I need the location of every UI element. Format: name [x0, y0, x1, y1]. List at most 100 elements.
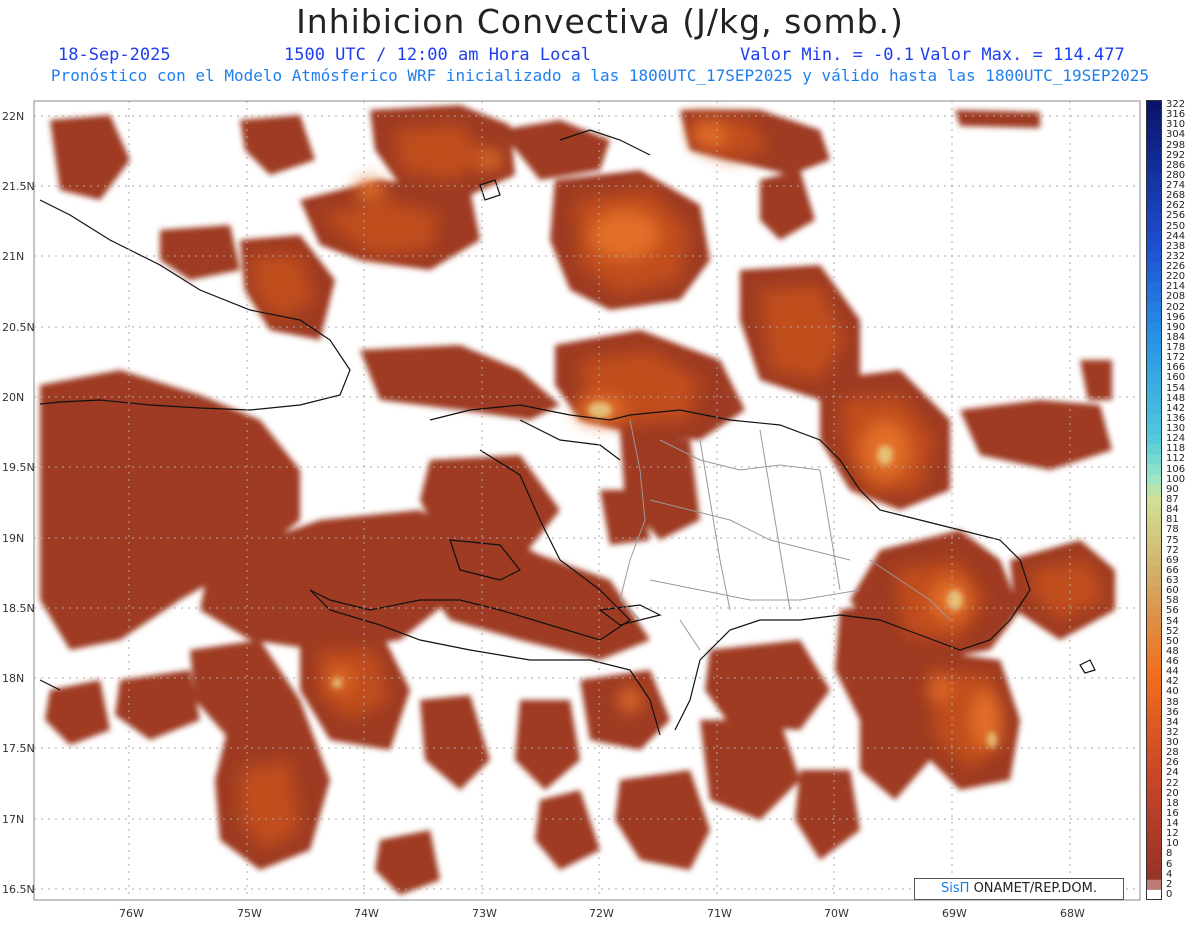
- colorbar-label: 256: [1166, 210, 1186, 222]
- colorbar-label: 190: [1166, 321, 1186, 333]
- colorbar-swatch: [1146, 140, 1162, 152]
- colorbar-swatch: [1146, 464, 1162, 476]
- colorbar-swatch: [1146, 535, 1162, 547]
- colorbar-swatch: [1146, 748, 1162, 759]
- colorbar-swatch: [1146, 272, 1162, 283]
- colorbar-swatch: [1146, 606, 1162, 617]
- colorbar: [1146, 100, 1162, 900]
- colorbar-label: 78: [1166, 524, 1179, 536]
- colorbar-swatch: [1146, 160, 1162, 172]
- colorbar-swatch: [1146, 778, 1162, 790]
- colorbar-swatch: [1146, 100, 1162, 111]
- colorbar-swatch: [1146, 130, 1162, 142]
- colorbar-swatch: [1146, 292, 1162, 304]
- colorbar-swatch: [1146, 697, 1162, 709]
- colorbar-label: 322: [1166, 99, 1186, 111]
- colorbar-swatch: [1146, 788, 1162, 800]
- lat-label: 16.5N: [2, 883, 35, 896]
- colorbar-label: 63: [1166, 575, 1179, 586]
- colorbar-label: 4: [1166, 868, 1173, 880]
- colorbar-label: 178: [1166, 342, 1186, 354]
- colorbar-swatch: [1146, 150, 1162, 162]
- colorbar-label: 87: [1166, 494, 1179, 505]
- lon-label: 73W: [472, 907, 497, 920]
- colorbar-label: 298: [1166, 139, 1186, 151]
- colorbar-label: 40: [1166, 686, 1179, 698]
- colorbar-swatch: [1146, 808, 1162, 820]
- lat-label: 18N: [2, 672, 25, 685]
- colorbar-label: 250: [1166, 220, 1186, 232]
- lon-label: 75W: [237, 907, 262, 920]
- lon-label: 71W: [707, 907, 732, 920]
- colorbar-label: 100: [1166, 473, 1186, 485]
- colorbar-label: 292: [1166, 149, 1186, 161]
- colorbar-label: 22: [1166, 777, 1179, 789]
- colorbar-swatch: [1146, 211, 1162, 223]
- colorbar-label: 30: [1166, 737, 1179, 749]
- colorbar-label: 10: [1166, 838, 1179, 850]
- colorbar-swatch: [1146, 818, 1162, 830]
- colorbar-label: 124: [1166, 433, 1186, 445]
- colorbar-label: 36: [1166, 706, 1179, 718]
- colorbar-label: 56: [1166, 605, 1179, 617]
- lon-label: 69W: [942, 907, 967, 920]
- colorbar-label: 48: [1166, 645, 1179, 657]
- province-borders: [619, 419, 951, 651]
- colorbar-label: 26: [1166, 757, 1179, 769]
- lat-label: 20.5N: [2, 321, 35, 334]
- map-title: Inhibicion Convectiva (J/kg, somb.): [296, 2, 904, 41]
- colorbar-swatch: [1146, 727, 1162, 739]
- grid-lines: [34, 101, 1140, 900]
- colorbar-label: 280: [1166, 169, 1186, 181]
- colorbar-label: 184: [1166, 331, 1186, 343]
- colorbar-swatch: [1146, 413, 1162, 425]
- colorbar-label: 66: [1166, 564, 1179, 576]
- cin-field-peak: [332, 402, 997, 748]
- colorbar-label: 75: [1166, 534, 1179, 546]
- colorbar-label: 130: [1166, 423, 1186, 435]
- colorbar-swatch: [1146, 626, 1162, 638]
- colorbar-label: 90: [1166, 483, 1179, 495]
- colorbar-label: 16: [1166, 807, 1179, 819]
- colorbar-label: 46: [1166, 656, 1179, 668]
- colorbar-swatch: [1146, 434, 1162, 445]
- colorbar-label: 220: [1166, 271, 1186, 283]
- colorbar-swatch: [1146, 687, 1162, 698]
- colorbar-swatch: [1146, 869, 1162, 881]
- colorbar-swatch: [1146, 545, 1162, 557]
- colorbar-label: 38: [1166, 696, 1179, 708]
- valid-date: 18-Sep-2025: [58, 45, 171, 65]
- colorbar-swatch: [1146, 879, 1162, 891]
- colorbar-label: 316: [1166, 109, 1186, 121]
- lat-label: 17N: [2, 813, 25, 826]
- lon-label: 70W: [824, 907, 849, 920]
- colorbar-swatch: [1146, 353, 1162, 364]
- lat-label: 17.5N: [2, 742, 35, 755]
- colorbar-swatch: [1146, 403, 1162, 415]
- colorbar-border: [1146, 100, 1162, 900]
- colorbar-label: 112: [1166, 453, 1186, 465]
- colorbar-swatch: [1146, 322, 1162, 334]
- lon-label: 68W: [1060, 907, 1085, 920]
- colorbar-swatch: [1146, 444, 1162, 455]
- colorbar-swatch: [1146, 596, 1162, 607]
- colorbar-swatch: [1146, 636, 1162, 648]
- colorbar-swatch: [1146, 717, 1162, 729]
- colorbar-swatch: [1146, 221, 1162, 233]
- colorbar-label: 32: [1166, 726, 1179, 738]
- value-min: Valor Min. = -0.1: [740, 45, 914, 65]
- colorbar-label: 50: [1166, 635, 1179, 647]
- colorbar-swatch: [1146, 231, 1162, 243]
- colorbar-swatch: [1146, 707, 1162, 719]
- lat-label: 21N: [2, 250, 25, 263]
- colorbar-label: 52: [1166, 625, 1179, 637]
- colorbar-label: 238: [1166, 240, 1186, 252]
- colorbar-swatch: [1146, 241, 1162, 253]
- colorbar-label: 172: [1166, 352, 1186, 364]
- colorbar-label: 60: [1166, 585, 1179, 597]
- colorbar-swatch: [1146, 656, 1162, 668]
- colorbar-swatch: [1146, 262, 1162, 273]
- colorbar-label: 244: [1166, 230, 1186, 242]
- colorbar-label: 196: [1166, 311, 1186, 323]
- colorbar-label: 58: [1166, 595, 1179, 607]
